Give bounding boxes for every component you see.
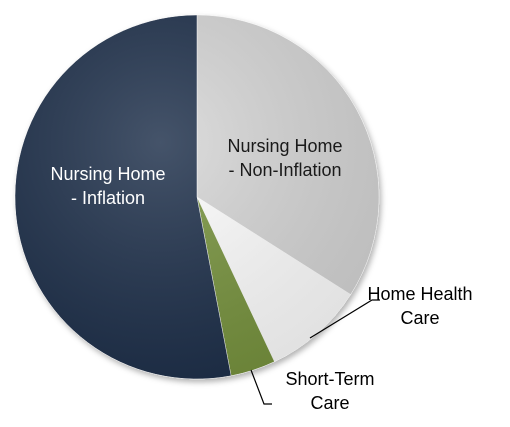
slice-label: Home Health Care (367, 284, 472, 328)
slice-label: Nursing Home - Inflation (50, 164, 165, 208)
leader-line (309, 299, 380, 339)
leader-line (250, 369, 272, 405)
slice-label: Short-Term Care (285, 369, 374, 413)
slice-label: Nursing Home - Non-Inflation (227, 136, 342, 180)
pie (14, 14, 380, 380)
